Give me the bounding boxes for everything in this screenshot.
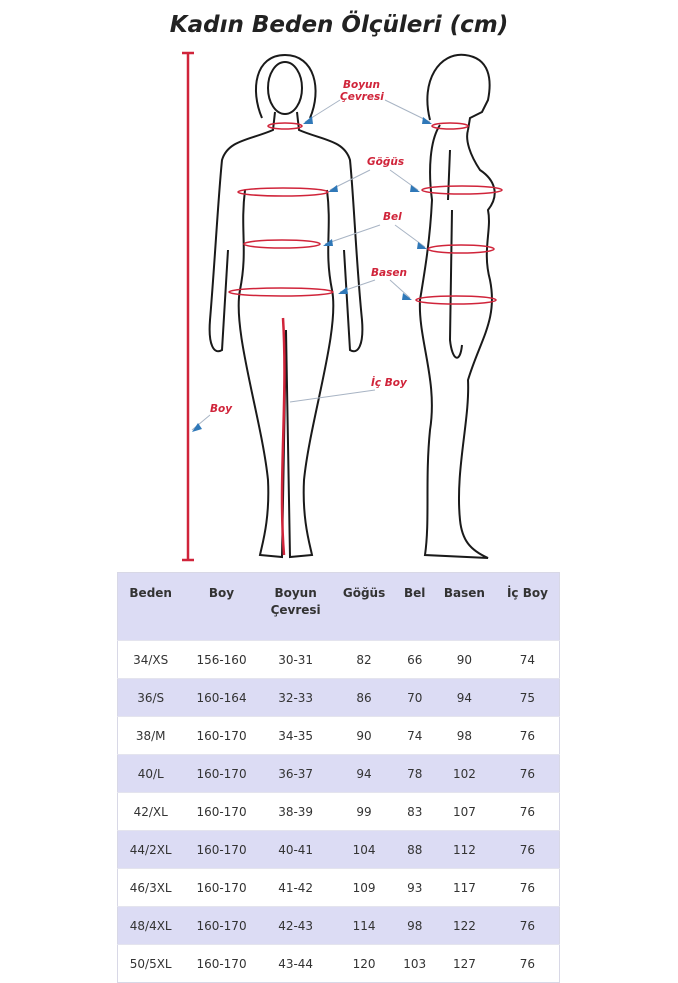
- table-cell: 98: [396, 906, 433, 945]
- table-cell: 160-170: [183, 830, 260, 869]
- table-row: 40/L 160-170 36-37 94 78 102 76: [117, 754, 560, 793]
- table-cell: 44/2XL: [117, 830, 184, 869]
- table-cell: 98: [432, 716, 496, 755]
- column-header: Basen: [432, 572, 496, 641]
- table-cell: 76: [495, 716, 560, 755]
- pointer-arrowheads: [192, 116, 432, 432]
- table-row: 48/4XL 160-170 42-43 114 98 122 76: [117, 906, 560, 945]
- table-cell: 32-33: [259, 678, 332, 717]
- table-cell: 90: [432, 640, 496, 679]
- table-cell: 103: [396, 944, 433, 983]
- label-neck: Boyun: [343, 79, 380, 91]
- table-cell: 160-170: [183, 792, 260, 831]
- table-cell: 74: [396, 716, 433, 755]
- table-cell: 66: [396, 640, 433, 679]
- table-cell: 40/L: [117, 754, 184, 793]
- table-cell: 109: [331, 868, 397, 907]
- table-row: 44/2XL 160-170 40-41 104 88 112 76: [117, 830, 560, 869]
- height-bar: [182, 51, 194, 562]
- table-cell: 42/XL: [117, 792, 184, 831]
- table-cell: 127: [432, 944, 496, 983]
- label-inseam: İç Boy: [371, 375, 408, 389]
- table-cell: 34/XS: [117, 640, 184, 679]
- column-header: Boyun Çevresi: [259, 572, 332, 641]
- table-cell: 107: [432, 792, 496, 831]
- table-cell: 83: [396, 792, 433, 831]
- table-cell: 76: [495, 944, 560, 983]
- table-cell: 42-43: [259, 906, 332, 945]
- table-cell: 160-170: [183, 716, 260, 755]
- page-title: Kadın Beden Ölçüleri (cm): [169, 12, 509, 38]
- table-cell: 30-31: [259, 640, 332, 679]
- table-cell: 102: [432, 754, 496, 793]
- label-waist: Bel: [383, 211, 402, 223]
- table-cell: 76: [495, 754, 560, 793]
- table-cell: 46/3XL: [117, 868, 184, 907]
- column-header: Bel: [396, 572, 433, 641]
- table-cell: 74: [495, 640, 560, 679]
- column-header: Beden: [117, 572, 184, 641]
- table-cell: 38/M: [117, 716, 184, 755]
- table-cell: 82: [331, 640, 397, 679]
- measurement-rings: [228, 122, 503, 556]
- table-cell: 38-39: [259, 792, 332, 831]
- table-cell: 48/4XL: [117, 906, 184, 945]
- table-cell: 76: [495, 868, 560, 907]
- body-measurement-diagram: Boyun Çevresi Göğüs Bel Basen İç Boy Boy: [182, 51, 503, 562]
- table-row: 42/XL 160-170 38-39 99 83 107 76: [117, 792, 560, 831]
- table-cell: 76: [495, 906, 560, 945]
- table-cell: 41-42: [259, 868, 332, 907]
- table-cell: 75: [495, 678, 560, 717]
- table-cell: 86: [331, 678, 397, 717]
- table-cell: 160-170: [183, 868, 260, 907]
- table-cell: 76: [495, 830, 560, 869]
- table-cell: 94: [331, 754, 397, 793]
- side-body-outline: [418, 53, 496, 559]
- table-cell: 117: [432, 868, 496, 907]
- table-row: 50/5XL 160-170 43-44 120 103 127 76: [117, 944, 560, 983]
- column-header: Boy: [183, 572, 260, 641]
- table-cell: 112: [432, 830, 496, 869]
- column-header: Göğüs: [331, 572, 397, 641]
- table-header-row: Beden Boy Boyun Çevresi Göğüs Bel Basen İç Boy: [117, 572, 560, 641]
- table-cell: 43-44: [259, 944, 332, 983]
- table-cell: 70: [396, 678, 433, 717]
- table-cell: 88: [396, 830, 433, 869]
- table-cell: 156-160: [183, 640, 260, 679]
- table-cell: 90: [331, 716, 397, 755]
- table-cell: 160-170: [183, 754, 260, 793]
- table-cell: 50/5XL: [117, 944, 184, 983]
- table-cell: 36/S: [117, 678, 184, 717]
- table-cell: 122: [432, 906, 496, 945]
- column-header: İç Boy: [495, 572, 560, 641]
- table-cell: 40-41: [259, 830, 332, 869]
- table-cell: 104: [331, 830, 397, 869]
- table-cell: 160-170: [183, 906, 260, 945]
- size-table: Beden Boy Boyun Çevresi Göğüs Bel Basen İç Boy …: [117, 572, 560, 983]
- table-body: 34/XS 156-160 30-31 82 66 90 74 36/S 160-164 32-3…: [117, 640, 560, 983]
- front-body-outline: [208, 53, 364, 559]
- table-cell: 36-37: [259, 754, 332, 793]
- table-row: 36/S 160-164 32-33 86 70 94 75: [117, 678, 560, 717]
- table-cell: 78: [396, 754, 433, 793]
- label-height: Boy: [210, 403, 233, 415]
- table-row: 46/3XL 160-170 41-42 109 93 117 76: [117, 868, 560, 907]
- table-cell: 34-35: [259, 716, 332, 755]
- table-cell: 120: [331, 944, 397, 983]
- label-neck-2: Çevresi: [340, 91, 384, 103]
- table-row: 38/M 160-170 34-35 90 74 98 76: [117, 716, 560, 755]
- table-cell: 94: [432, 678, 496, 717]
- table-cell: 114: [331, 906, 397, 945]
- label-hip: Basen: [371, 267, 407, 279]
- table-cell: 160-170: [183, 944, 260, 983]
- table-cell: 99: [331, 792, 397, 831]
- table-cell: 93: [396, 868, 433, 907]
- table-row: 34/XS 156-160 30-31 82 66 90 74: [117, 640, 560, 679]
- table-cell: 160-164: [183, 678, 260, 717]
- label-chest: Göğüs: [367, 156, 404, 168]
- table-cell: 76: [495, 792, 560, 831]
